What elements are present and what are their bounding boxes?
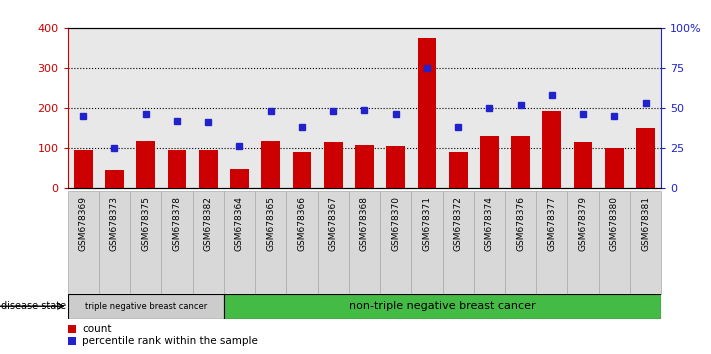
Text: GSM678366: GSM678366 <box>297 196 306 251</box>
Bar <box>224 294 661 319</box>
Text: GSM678375: GSM678375 <box>141 196 150 251</box>
Bar <box>130 28 161 188</box>
Bar <box>505 28 536 188</box>
Bar <box>505 191 536 294</box>
Bar <box>130 191 161 294</box>
Bar <box>411 191 442 294</box>
Bar <box>474 28 505 188</box>
Text: GSM678367: GSM678367 <box>328 196 338 251</box>
Bar <box>411 28 442 188</box>
Bar <box>355 144 374 188</box>
Bar <box>349 28 380 188</box>
Bar <box>168 150 186 188</box>
Text: GSM678380: GSM678380 <box>610 196 619 251</box>
Bar <box>599 191 630 294</box>
Bar <box>137 141 155 188</box>
Bar <box>599 28 630 188</box>
Bar <box>105 170 124 188</box>
Bar <box>193 191 224 294</box>
Text: GSM678373: GSM678373 <box>110 196 119 251</box>
Bar <box>318 28 349 188</box>
Text: percentile rank within the sample: percentile rank within the sample <box>82 336 258 346</box>
Bar <box>255 28 287 188</box>
Bar <box>324 142 343 188</box>
Text: count: count <box>82 324 112 334</box>
Text: GSM678369: GSM678369 <box>79 196 87 251</box>
Bar <box>287 28 318 188</box>
Bar <box>68 325 77 333</box>
Bar <box>99 191 130 294</box>
Text: GSM678368: GSM678368 <box>360 196 369 251</box>
Text: GSM678376: GSM678376 <box>516 196 525 251</box>
Bar <box>536 28 567 188</box>
Bar <box>349 191 380 294</box>
Bar <box>224 28 255 188</box>
Text: GSM678379: GSM678379 <box>579 196 587 251</box>
Text: GSM678377: GSM678377 <box>547 196 557 251</box>
Bar <box>449 152 468 188</box>
Bar <box>474 191 505 294</box>
Text: GSM678364: GSM678364 <box>235 196 244 251</box>
Bar <box>68 294 224 319</box>
Text: GSM678370: GSM678370 <box>391 196 400 251</box>
Bar <box>574 142 592 188</box>
Bar <box>224 191 255 294</box>
Bar <box>442 28 474 188</box>
Bar <box>386 146 405 188</box>
Bar <box>536 191 567 294</box>
Bar <box>74 150 92 188</box>
Bar <box>542 111 561 188</box>
Bar <box>380 191 411 294</box>
Bar <box>68 337 77 345</box>
Text: GSM678381: GSM678381 <box>641 196 650 251</box>
Bar <box>255 191 287 294</box>
Text: disease state: disease state <box>1 301 66 311</box>
Bar <box>567 28 599 188</box>
Bar <box>161 191 193 294</box>
Bar <box>99 28 130 188</box>
Bar <box>199 150 218 188</box>
Bar <box>442 191 474 294</box>
Text: triple negative breast cancer: triple negative breast cancer <box>85 302 207 311</box>
Text: GSM678378: GSM678378 <box>172 196 181 251</box>
Text: GSM678365: GSM678365 <box>266 196 275 251</box>
Bar <box>417 38 437 188</box>
Text: GSM678372: GSM678372 <box>454 196 463 251</box>
Text: GSM678371: GSM678371 <box>422 196 432 251</box>
Bar <box>636 128 655 188</box>
Bar <box>630 28 661 188</box>
Bar <box>261 141 280 188</box>
Bar <box>630 191 661 294</box>
Bar <box>380 28 411 188</box>
Bar <box>230 169 249 188</box>
Bar <box>292 152 311 188</box>
Text: GSM678382: GSM678382 <box>203 196 213 251</box>
Bar <box>161 28 193 188</box>
Text: GSM678374: GSM678374 <box>485 196 494 251</box>
Bar <box>68 191 99 294</box>
Bar <box>318 191 349 294</box>
Bar <box>68 28 99 188</box>
Bar <box>605 148 624 188</box>
Bar <box>193 28 224 188</box>
Bar <box>287 191 318 294</box>
Bar <box>511 136 530 188</box>
Text: non-triple negative breast cancer: non-triple negative breast cancer <box>349 301 536 311</box>
Bar <box>480 136 498 188</box>
Bar <box>567 191 599 294</box>
